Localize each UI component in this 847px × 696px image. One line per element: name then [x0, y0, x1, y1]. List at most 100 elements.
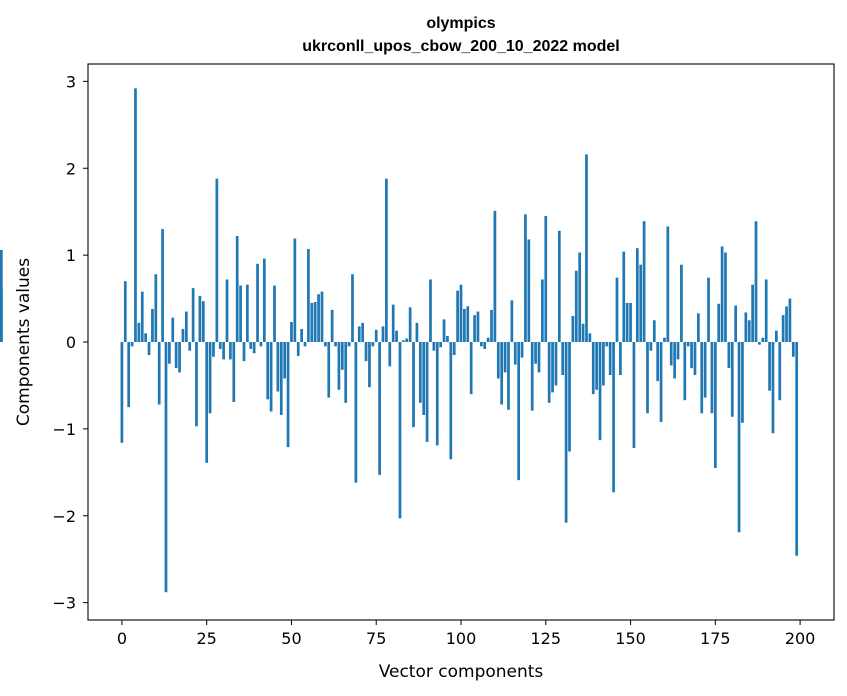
bar: [286, 342, 290, 448]
bar: [283, 342, 287, 379]
bar: [354, 342, 358, 483]
bar: [242, 342, 246, 362]
bar: [730, 342, 734, 417]
bar: [415, 322, 419, 342]
bar: [775, 330, 778, 342]
bar: [568, 342, 571, 452]
bar: [452, 342, 456, 356]
bar: [368, 342, 371, 388]
bar: [395, 330, 398, 342]
bar: [429, 279, 432, 342]
bar: [710, 342, 714, 414]
y-axis: −3 −2 −1 0 1 2 3: [52, 72, 88, 613]
bar: [676, 342, 680, 360]
bar: [463, 308, 466, 342]
bar: [229, 342, 232, 360]
bar: [496, 342, 500, 379]
bar: [340, 342, 344, 370]
bar: [381, 326, 385, 342]
bar: [249, 342, 253, 349]
bar: [578, 252, 582, 342]
bar: [534, 342, 537, 364]
x-tick-label: 150: [615, 629, 646, 648]
x-tick-label: 125: [530, 629, 561, 648]
bar: [758, 342, 761, 345]
bar: [605, 342, 609, 347]
bar: [195, 342, 198, 427]
bar: [307, 249, 310, 342]
bar: [513, 342, 517, 365]
bar: [144, 333, 147, 342]
bar: [768, 342, 771, 391]
bar: [666, 226, 670, 342]
bar: [673, 342, 676, 379]
bar: [500, 342, 504, 405]
bar: [713, 342, 717, 468]
bar: [364, 342, 368, 362]
bar: [347, 342, 351, 347]
bar: [181, 328, 185, 342]
bar: [693, 342, 697, 376]
bar: [442, 319, 446, 342]
bar: [279, 342, 283, 415]
bar: [188, 342, 192, 351]
bar: [120, 342, 124, 443]
bar: [446, 335, 449, 342]
bar: [252, 342, 256, 354]
bar: [642, 221, 646, 342]
bar: [235, 236, 239, 342]
bar: [198, 295, 202, 342]
bar: [700, 342, 704, 414]
bar: [683, 342, 687, 401]
bar: [717, 303, 721, 342]
bar: [646, 342, 649, 414]
bar: [134, 88, 137, 342]
bar: [290, 322, 293, 342]
bar: [269, 342, 273, 412]
bar: [564, 342, 568, 523]
bar: [663, 337, 666, 342]
bar: [703, 342, 707, 398]
bar: [547, 342, 551, 403]
y-tick-label: −3: [52, 594, 76, 613]
bar: [788, 298, 792, 342]
bar: [466, 306, 470, 342]
bar: [741, 342, 744, 423]
bar: [324, 342, 327, 347]
bar: [218, 342, 222, 349]
bar: [154, 274, 158, 342]
bar: [171, 317, 175, 342]
bar: [744, 312, 748, 342]
bar: [785, 306, 788, 342]
bar: [615, 277, 619, 342]
bar: [524, 214, 527, 342]
bar: [686, 342, 690, 347]
bar: [541, 279, 544, 342]
bar: [571, 315, 575, 342]
bar: [527, 239, 531, 342]
bar: [781, 315, 785, 342]
bar: [771, 342, 775, 434]
bar: [761, 337, 765, 342]
bar: [537, 342, 541, 373]
bar: [656, 342, 660, 382]
bar: [313, 302, 317, 342]
x-tick-label: 75: [366, 629, 386, 648]
bar: [632, 342, 636, 448]
bar: [184, 311, 188, 342]
bar: [151, 308, 154, 342]
y-tick-label: 1: [66, 246, 76, 265]
bar: [639, 264, 643, 342]
chart-subtitle: ukrconll_upos_cbow_200_10_2022 model: [302, 38, 619, 55]
bar: [157, 342, 161, 405]
bar: [449, 342, 453, 460]
bar: [551, 342, 554, 393]
bar: [388, 342, 392, 367]
bar: [225, 279, 229, 342]
bar: [473, 315, 476, 342]
bar: [296, 342, 300, 356]
bar: [469, 342, 473, 395]
bar: [649, 342, 653, 351]
bar: [724, 252, 727, 342]
x-tick-label: 175: [700, 629, 731, 648]
